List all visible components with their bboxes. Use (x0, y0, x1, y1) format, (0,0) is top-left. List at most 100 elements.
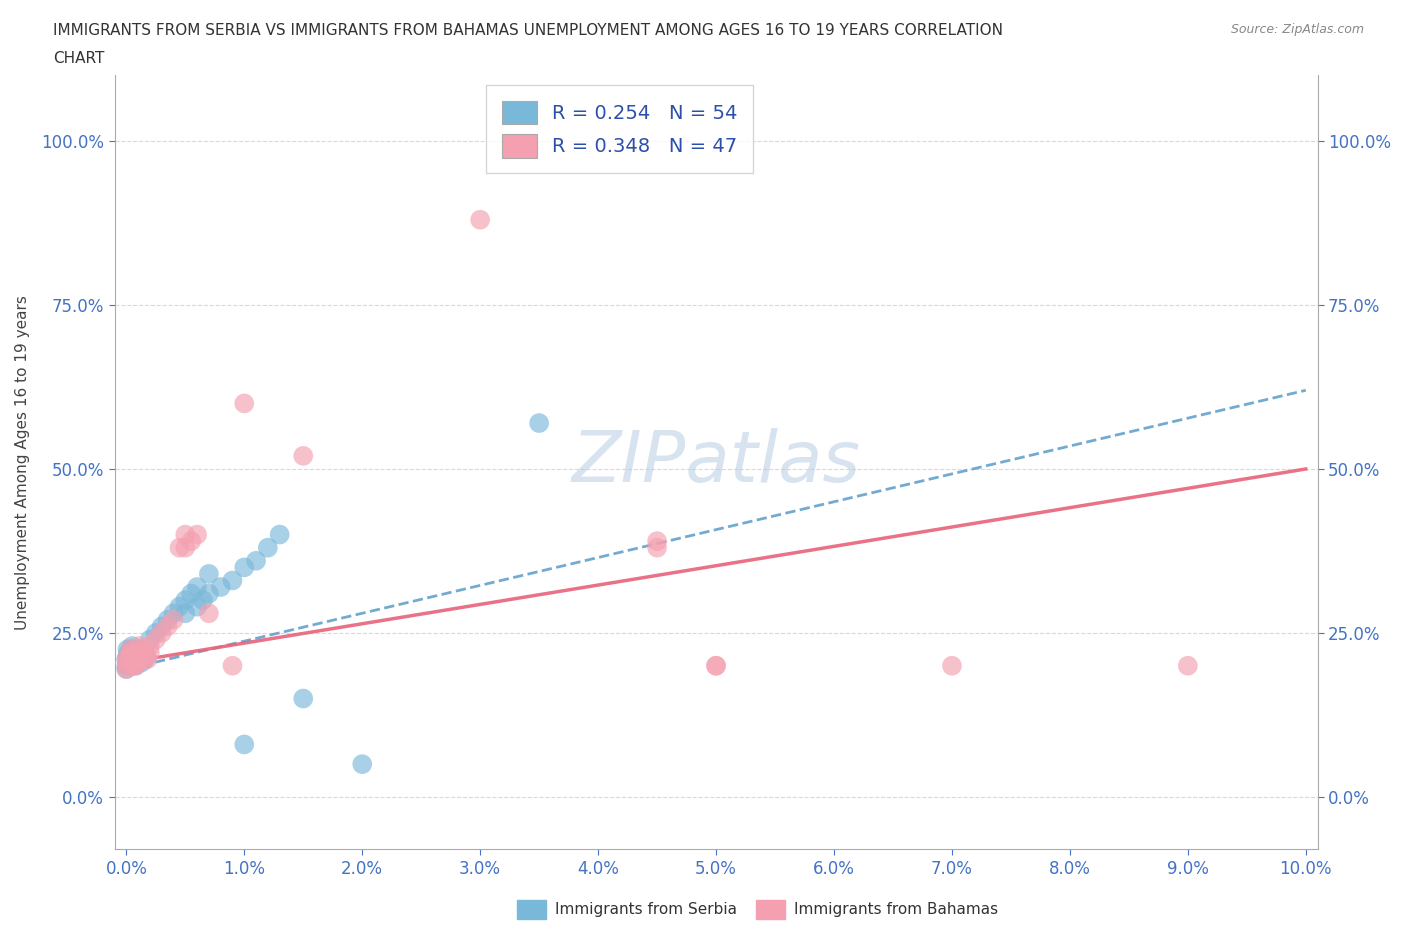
Point (145, 626, 167, 641)
Point (118, 655, 141, 670)
Point (186, 599, 208, 614)
Point (118, 648, 141, 663)
Point (145, 632, 167, 647)
Point (128, 639, 150, 654)
Point (124, 642, 146, 657)
Point (198, 586, 221, 601)
Point (132, 648, 155, 663)
Point (124, 648, 146, 663)
Point (120, 652, 142, 667)
Point (122, 652, 145, 667)
Point (221, 658, 243, 673)
Point (245, 553, 267, 568)
Point (233, 560, 256, 575)
Point (118, 645, 141, 660)
Point (132, 652, 155, 667)
Point (129, 645, 152, 660)
Point (121, 648, 143, 663)
Y-axis label: Unemployment Among Ages 16 to 19 years: Unemployment Among Ages 16 to 19 years (15, 295, 30, 630)
Point (115, 652, 138, 667)
Point (118, 645, 141, 660)
Point (169, 599, 191, 614)
Point (125, 645, 148, 660)
Point (120, 642, 142, 657)
Point (129, 648, 152, 663)
Point (118, 655, 141, 670)
Point (352, 757, 374, 772)
Point (292, 691, 315, 706)
Legend: R = 0.254   N = 54, R = 0.348   N = 47: R = 0.254 N = 54, R = 0.348 N = 47 (486, 86, 754, 174)
Point (162, 612, 184, 627)
Point (127, 642, 149, 657)
Point (198, 605, 221, 620)
Point (115, 661, 138, 676)
Point (233, 396, 256, 411)
Point (128, 648, 150, 663)
Point (162, 605, 184, 620)
Point (122, 658, 145, 673)
Point (941, 658, 963, 673)
Point (221, 573, 243, 588)
Point (118, 652, 141, 667)
Text: ZIPatlas: ZIPatlas (572, 428, 860, 497)
Point (132, 642, 155, 657)
Point (124, 648, 146, 663)
Point (150, 626, 173, 641)
Point (150, 619, 173, 634)
Point (269, 527, 291, 542)
Point (117, 648, 139, 663)
Point (127, 652, 149, 667)
Point (125, 652, 148, 667)
Point (704, 658, 727, 673)
Text: CHART: CHART (53, 51, 105, 66)
Point (118, 658, 141, 673)
Point (257, 540, 280, 555)
Point (115, 652, 138, 667)
Point (117, 642, 139, 657)
Text: Immigrants from Bahamas: Immigrants from Bahamas (794, 902, 998, 917)
Point (169, 540, 191, 555)
Point (134, 652, 156, 667)
Point (470, 212, 492, 227)
Point (292, 448, 315, 463)
Point (131, 642, 153, 657)
Point (125, 658, 148, 673)
Point (704, 658, 727, 673)
Point (1177, 658, 1199, 673)
Point (127, 655, 149, 670)
Point (125, 658, 148, 673)
Point (174, 605, 197, 620)
Point (121, 639, 143, 654)
Point (132, 645, 155, 660)
Point (125, 655, 148, 670)
Text: IMMIGRANTS FROM SERBIA VS IMMIGRANTS FROM BAHAMAS UNEMPLOYMENT AMONG AGES 16 TO : IMMIGRANTS FROM SERBIA VS IMMIGRANTS FRO… (53, 23, 1004, 38)
Point (174, 527, 197, 542)
Point (135, 648, 157, 663)
Point (118, 648, 141, 663)
Point (125, 655, 148, 670)
Point (127, 645, 149, 660)
Point (186, 579, 208, 594)
Point (139, 632, 162, 647)
Point (121, 655, 143, 670)
Point (122, 645, 145, 660)
Text: Source: ZipAtlas.com: Source: ZipAtlas.com (1230, 23, 1364, 36)
Point (527, 416, 550, 431)
Point (129, 652, 152, 667)
Point (121, 648, 143, 663)
Point (117, 658, 139, 673)
Point (174, 540, 197, 555)
Point (209, 579, 232, 594)
Point (233, 737, 256, 751)
Text: Immigrants from Serbia: Immigrants from Serbia (555, 902, 737, 917)
Point (156, 619, 179, 634)
Point (645, 534, 668, 549)
Point (645, 540, 668, 555)
Point (125, 648, 148, 663)
Point (180, 586, 202, 601)
Point (136, 652, 159, 667)
Point (139, 645, 162, 660)
Point (174, 592, 197, 607)
Point (120, 642, 142, 657)
Point (131, 655, 153, 670)
